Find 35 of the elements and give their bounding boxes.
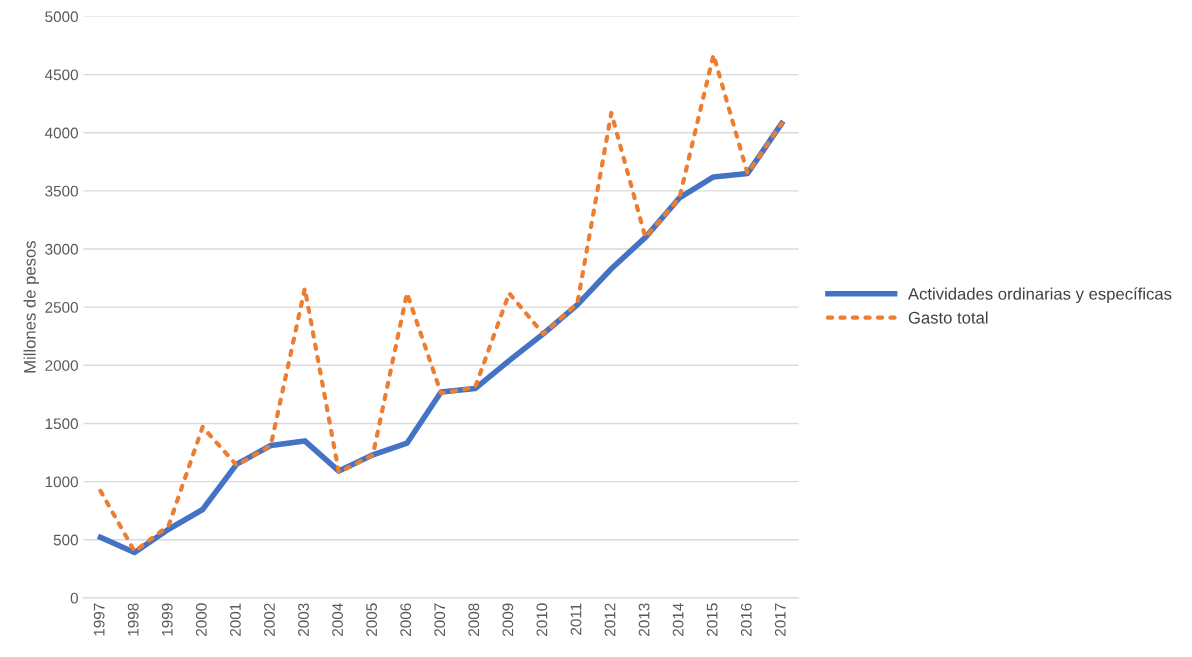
x-tick-label: 2016 [740, 603, 752, 636]
y-tick-label: 2500 [45, 302, 78, 313]
x-tick-label: 2003 [298, 603, 309, 636]
x-tick-label: 2002 [264, 603, 275, 636]
x-tick-label: 2006 [400, 603, 412, 636]
y-tick-label: 3500 [45, 185, 78, 197]
y-tick-label: 1000 [45, 476, 78, 488]
x-tick-label: 2014 [672, 603, 684, 636]
x-tick-label: 1997 [93, 603, 105, 636]
x-tick-label: 2009 [502, 603, 514, 636]
y-tick-label: 4000 [44, 127, 78, 139]
x-tick-label: 1998 [127, 603, 139, 636]
y-tick-label: 2000 [45, 360, 78, 371]
x-tick-label: 2017 [774, 603, 786, 636]
x-tick-label: 2000 [195, 603, 207, 636]
y-axis-title: Millones de pesos [23, 241, 40, 373]
y-tick-label: 0 [70, 592, 78, 604]
x-tick-label: 1999 [161, 603, 173, 636]
y-tick-label: 5000 [45, 11, 78, 23]
x-tick-label: 2007 [434, 603, 446, 636]
y-tick-label: 500 [53, 534, 78, 546]
y-tick-label: 1500 [45, 418, 78, 430]
x-tick-label: 2015 [706, 603, 718, 636]
x-tick-label: 2004 [332, 603, 343, 636]
x-tick-label: 2013 [638, 603, 650, 636]
y-tick-label: 4500 [44, 69, 78, 81]
legend-label: Gasto total [908, 311, 988, 324]
x-tick-label: 2001 [229, 603, 241, 636]
legend-label: Actividades ordinarias y específicas [907, 287, 1172, 304]
x-tick-label: 2012 [604, 603, 616, 636]
x-tick-label: 2010 [536, 603, 548, 636]
x-tick-label: 2005 [366, 603, 378, 636]
y-tick-label: 3000 [45, 243, 78, 255]
x-tick-label: 2011 [570, 603, 582, 635]
x-tick-label: 2008 [468, 603, 480, 636]
